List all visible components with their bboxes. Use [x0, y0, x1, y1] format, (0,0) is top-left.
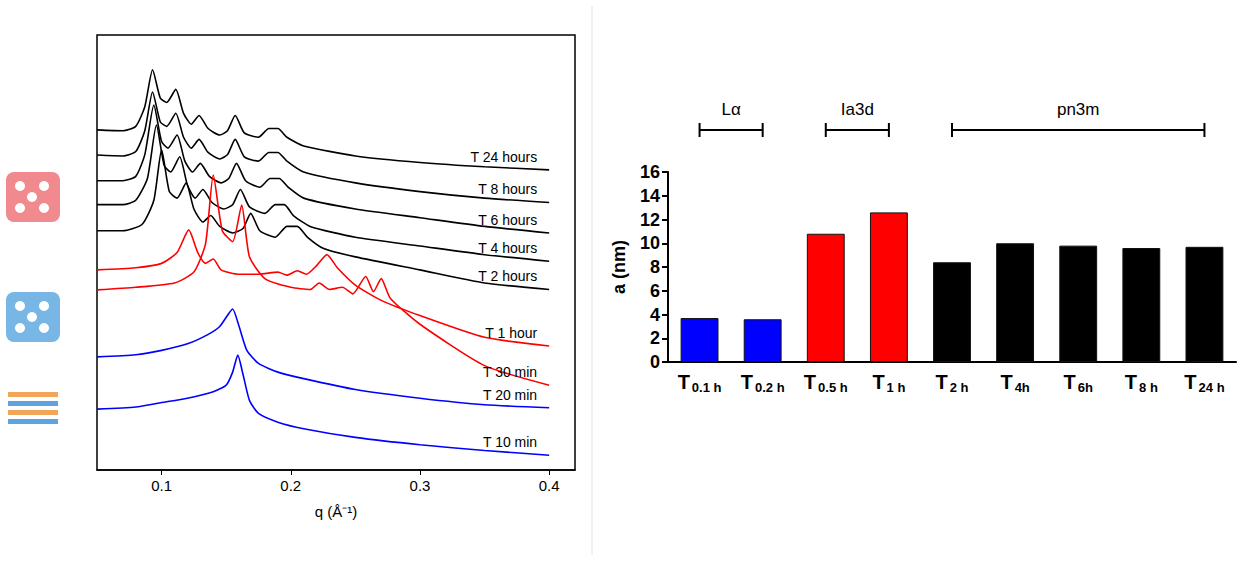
svg-text:0.1: 0.1 [151, 477, 172, 494]
svg-text:T: T [872, 371, 884, 393]
svg-text:6: 6 [650, 281, 660, 301]
svg-text:a (nm): a (nm) [609, 240, 629, 294]
svg-text:6h: 6h [1078, 380, 1093, 395]
svg-text:12: 12 [640, 210, 660, 230]
svg-text:T 2 hours: T 2 hours [478, 268, 537, 284]
svg-text:T 30 min: T 30 min [483, 364, 537, 380]
svg-text:8 h: 8 h [1139, 380, 1158, 395]
svg-text:T: T [741, 371, 753, 393]
svg-text:T 1 hour: T 1 hour [485, 325, 537, 341]
svg-text:T 20 min: T 20 min [483, 387, 537, 403]
svg-text:2: 2 [650, 328, 660, 348]
svg-text:T: T [1184, 371, 1196, 393]
svg-text:0.4: 0.4 [539, 477, 560, 494]
svg-text:0.2 h: 0.2 h [755, 380, 785, 395]
svg-text:T 4 hours: T 4 hours [478, 240, 537, 256]
svg-text:T 6 hours: T 6 hours [478, 212, 537, 228]
svg-text:0: 0 [650, 352, 660, 372]
svg-text:pn3m: pn3m [1057, 100, 1100, 119]
svg-text:T: T [678, 371, 690, 393]
svg-text:T: T [1000, 371, 1012, 393]
svg-text:16: 16 [640, 162, 660, 182]
svg-text:q (Å⁻¹): q (Å⁻¹) [315, 503, 358, 520]
svg-text:Lα: Lα [721, 100, 740, 119]
svg-text:T: T [1064, 371, 1076, 393]
svg-text:0.1 h: 0.1 h [692, 380, 722, 395]
svg-text:24 h: 24 h [1199, 380, 1225, 395]
svg-text:2 h: 2 h [950, 380, 969, 395]
svg-text:T: T [804, 371, 816, 393]
svg-text:0.5 h: 0.5 h [818, 380, 848, 395]
svg-text:Ia3d: Ia3d [841, 100, 874, 119]
svg-text:0.2: 0.2 [280, 477, 301, 494]
svg-text:4: 4 [650, 305, 660, 325]
svg-text:T: T [935, 371, 947, 393]
svg-text:8: 8 [650, 257, 660, 277]
svg-text:T: T [1125, 371, 1137, 393]
svg-text:T 24 hours: T 24 hours [470, 149, 537, 165]
svg-text:T 8 hours: T 8 hours [478, 181, 537, 197]
svg-text:1 h: 1 h [887, 380, 906, 395]
svg-text:0.3: 0.3 [410, 477, 431, 494]
svg-text:14: 14 [640, 186, 660, 206]
svg-text:10: 10 [640, 233, 660, 253]
svg-text:T 10 min: T 10 min [483, 434, 537, 450]
svg-text:4h: 4h [1015, 380, 1030, 395]
